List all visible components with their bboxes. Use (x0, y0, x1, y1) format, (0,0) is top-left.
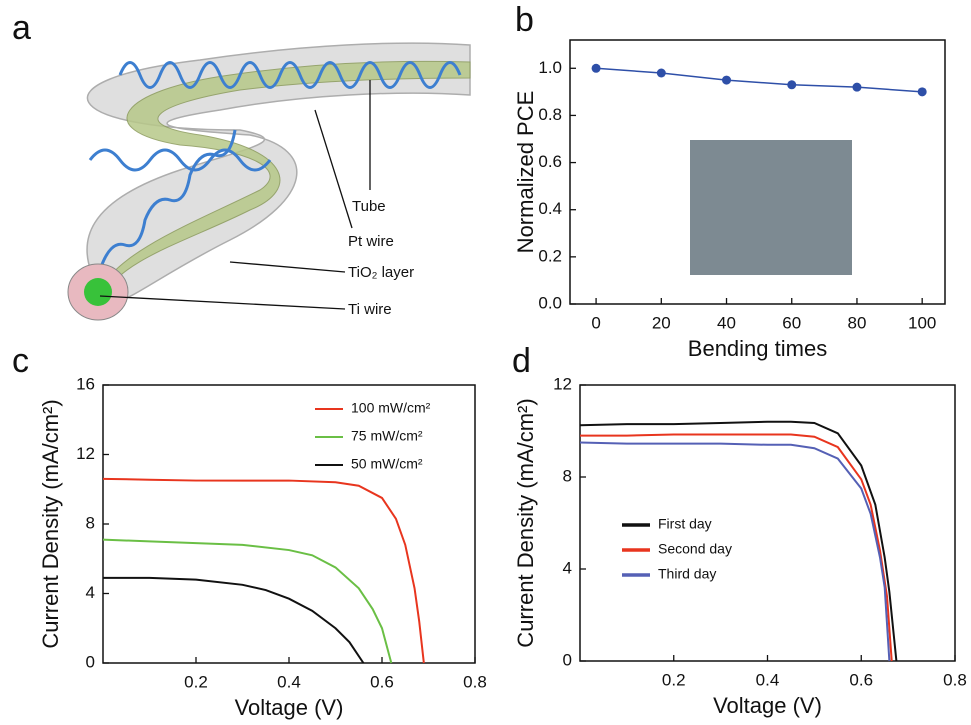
x-tick-label: 60 (782, 313, 801, 332)
y-axis-title: Current Density (mA/cm²) (38, 399, 63, 648)
y-tick-label: 0.4 (538, 199, 562, 218)
diagram-label: Pt wire (348, 233, 394, 250)
x-tick-label: 0.6 (849, 670, 873, 689)
legend-label: 100 mW/cm² (351, 400, 431, 416)
x-tick-label: 0.2 (184, 672, 208, 691)
x-tick-label: 40 (717, 313, 736, 332)
y-tick-label: 8 (563, 466, 572, 485)
diagram-label: Tube (352, 198, 386, 215)
legend-label: 75 mW/cm² (351, 428, 423, 444)
y-tick-label: 0.2 (538, 246, 562, 265)
diagram-label: Ti wire (348, 301, 392, 318)
diagram-label: TiO₂ layer (348, 264, 414, 281)
x-tick-label: 100 (908, 313, 936, 332)
y-tick-label: 12 (76, 444, 95, 463)
x-tick-label: 0.2 (662, 670, 686, 689)
point (591, 63, 601, 73)
panel-label: c (12, 342, 29, 380)
y-tick-label: 0 (86, 652, 95, 671)
y-tick-label: 8 (86, 513, 95, 532)
x-tick-label: 20 (652, 313, 671, 332)
panel-label: a (12, 9, 31, 47)
inset-photo (690, 140, 852, 275)
y-tick-label: 1.0 (538, 58, 562, 77)
plot-frame (579, 384, 956, 662)
x-tick-label: 0 (591, 313, 600, 332)
legend-label: 50 mW/cm² (351, 456, 423, 472)
y-tick-label: 4 (86, 583, 95, 602)
y-tick-label: 16 (76, 374, 95, 393)
x-tick-label: 0.6 (370, 672, 394, 691)
series-line (596, 67, 923, 93)
tube-diagram (67, 42, 471, 321)
legend-label: First day (658, 516, 712, 532)
x-tick-label: 0.8 (463, 672, 487, 691)
point (787, 80, 797, 90)
x-axis-title: Bending times (688, 336, 827, 361)
point (852, 82, 862, 92)
series-line (580, 433, 893, 662)
x-tick-label: 0.4 (277, 672, 301, 691)
y-tick-label: 0.0 (538, 293, 562, 312)
y-tick-label: 12 (553, 374, 572, 393)
y-tick-label: 4 (563, 558, 572, 577)
panel-label: d (512, 342, 531, 380)
x-axis-title: Voltage (V) (713, 693, 822, 718)
series-line (102, 477, 425, 664)
y-tick-label: 0 (563, 650, 572, 669)
panel-label: b (515, 1, 534, 39)
series-line (579, 441, 891, 662)
point (917, 87, 927, 97)
x-tick-label: 0.8 (943, 670, 967, 689)
y-axis-title: Current Density (mA/cm²) (513, 398, 538, 647)
y-axis-title: Normalized PCE (513, 91, 538, 254)
x-axis-title: Voltage (V) (235, 695, 344, 720)
legend-label: Third day (658, 566, 716, 582)
plot-frame (102, 384, 476, 664)
series-line (102, 538, 393, 664)
plot-frame (569, 39, 946, 305)
y-tick-label: 0.8 (538, 105, 562, 124)
series-line (103, 576, 365, 664)
point (656, 68, 666, 78)
x-tick-label: 80 (847, 313, 866, 332)
series-line (579, 420, 898, 662)
legend-label: Second day (658, 541, 732, 557)
point (722, 75, 732, 85)
x-tick-label: 0.4 (756, 670, 780, 689)
y-tick-label: 0.6 (538, 152, 562, 171)
